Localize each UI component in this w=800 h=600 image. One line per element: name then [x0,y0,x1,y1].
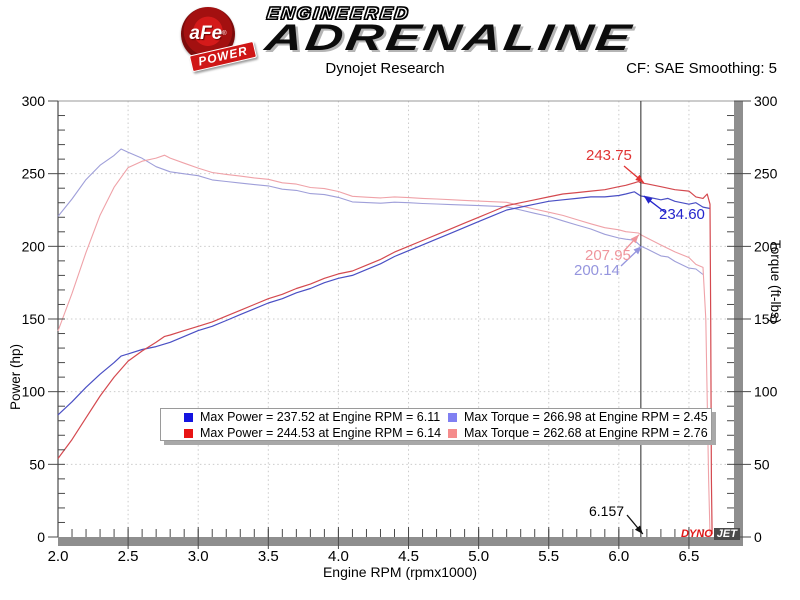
y-axis-title-power: Power (hp) [8,343,23,410]
y2-tick-label: 150 [754,311,778,327]
legend-label: Max Torque = 262.68 at Engine RPM = 2.76 [464,426,708,440]
callout-power-run2-value: 243.75 [586,147,632,164]
callout-torque-run1-value: 200.14 [574,262,620,279]
y2-axis-bar [734,101,743,546]
afe-logo-text: aFe [189,23,223,44]
arrow-power-run2-head [635,174,644,183]
y2-tick-label: 100 [754,384,778,400]
x-tick-label: 4.0 [328,548,349,565]
x-axis-title: Engine RPM (rpmx1000) [322,564,478,580]
x-tick-label: 2.5 [118,548,139,565]
x-tick-label: 4.5 [398,548,419,565]
callout-torque-run2-value: 207.95 [585,247,631,264]
registered-mark: ® [222,31,227,37]
correction-factor-label: CF: SAE Smoothing: 5 [626,60,777,77]
y-tick-label: 200 [22,238,46,254]
callout-power-run1-value: 234.60 [659,206,705,223]
y2-tick-label: 300 [754,93,778,109]
y-tick-label: 300 [22,93,46,109]
callout-cursor-rpm: 6.157 [589,503,625,519]
legend-label: Max Power = 244.53 at Engine RPM = 6.14 [200,426,442,440]
legend-item-torque-run2: Max Torque = 262.68 at Engine RPM = 2.76 [448,426,711,440]
x-tick-label: 5.5 [538,548,559,565]
chart-title: Dynojet Research [325,60,445,77]
curve-torque-run1 [57,148,704,275]
legend-label: Max Power = 237.52 at Engine RPM = 6.11 [200,410,441,424]
arrow-torque-run2-head [630,234,639,244]
y-tick-label: 50 [29,456,45,472]
y2-tick-label: 200 [754,238,778,254]
legend-item-power-run2: Max Power = 244.53 at Engine RPM = 6.14 [184,426,448,440]
y-axis-title-torque: Torque (ft-lbs) [768,240,783,324]
legend-swatch-blue [184,412,193,422]
dynojet-watermark-dyno: DYNO [681,528,713,540]
x-axis-bar [58,537,743,546]
legend-item-power-run1: Max Power = 237.52 at Engine RPM = 6.11 [184,410,448,424]
curve-power-run2 [57,181,713,535]
y2-tick-label: 250 [754,166,778,182]
arrow-cursor-rpm-head [634,525,643,534]
y-tick-label: 250 [22,166,46,182]
x-tick-label: 2.0 [48,548,69,565]
legend-swatch-red [184,428,193,438]
curve-power-run1 [57,191,711,416]
y-tick-label: 0 [37,529,45,545]
x-tick-label: 6.0 [608,548,629,565]
y-tick-label: 150 [22,311,46,327]
legend-swatch-lightblue [448,412,457,422]
legend-box: Max Power = 237.52 at Engine RPM = 6.11 … [160,408,712,441]
arrow-torque-run1-head [633,246,642,255]
x-tick-label: 5.0 [468,548,489,565]
legend-item-torque-run1: Max Torque = 266.98 at Engine RPM = 2.45 [448,410,711,424]
x-tick-label: 3.0 [188,548,209,565]
legend-label: Max Torque = 266.98 at Engine RPM = 2.45 [464,410,708,424]
legend-swatch-pink [448,428,457,438]
y-tick-label: 100 [22,384,46,400]
curve-torque-run2 [57,154,711,535]
x-tick-label: 6.5 [679,548,700,565]
arrow-power-run1-head [643,196,653,204]
dynojet-watermark: DYNO JET [681,528,740,540]
dynojet-watermark-jet: JET [713,528,740,540]
y2-tick-label: 50 [754,456,770,472]
x-tick-label: 3.5 [258,548,279,565]
y2-tick-label: 0 [754,529,762,545]
